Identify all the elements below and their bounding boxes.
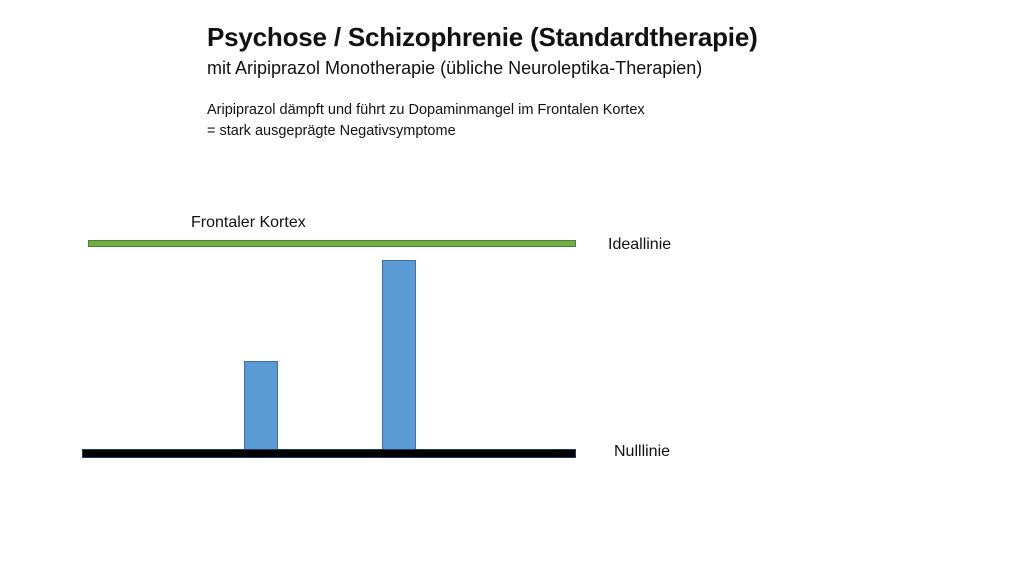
- slide-subtitle: mit Aripiprazol Monotherapie (übliche Ne…: [207, 58, 703, 78]
- description-line-1: Aripiprazol dämpft und führt zu Dopaminm…: [207, 102, 645, 118]
- dopamine-bar-1: [244, 361, 278, 450]
- null-line: [82, 449, 576, 458]
- null-line-label: Nulllinie: [614, 443, 671, 460]
- region-label: Frontaler Kortex: [191, 214, 306, 231]
- description-line-2: = stark ausgeprägte Negativsymptome: [207, 123, 456, 139]
- dopamine-bar-2: [382, 260, 416, 450]
- slide-title: Psychose / Schizophrenie (Standardtherap…: [207, 22, 758, 52]
- ideal-line-label: Ideallinie: [608, 236, 672, 253]
- ideal-line: [88, 240, 576, 247]
